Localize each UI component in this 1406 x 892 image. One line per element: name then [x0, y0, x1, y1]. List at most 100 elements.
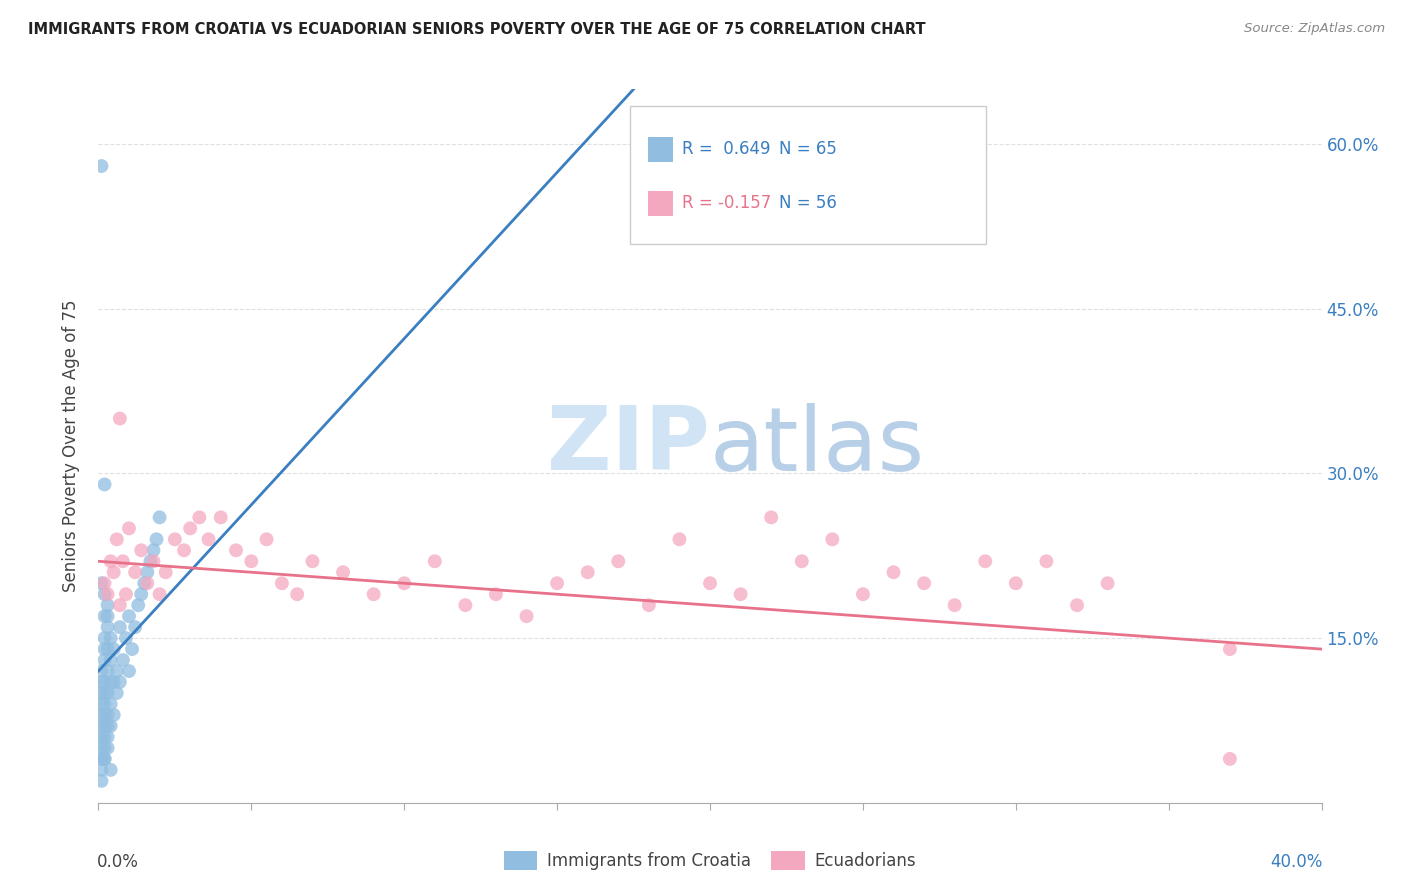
Point	[129, 543, 152, 558]
Point	[883, 566, 905, 580]
Point	[179, 521, 201, 535]
Point	[90, 576, 112, 591]
Point	[90, 719, 112, 733]
Point	[90, 708, 112, 723]
Point	[90, 675, 112, 690]
Point	[1219, 642, 1241, 657]
Point	[974, 554, 997, 568]
Point	[115, 631, 138, 645]
Point	[301, 554, 323, 568]
Point	[93, 740, 115, 755]
Point	[93, 642, 115, 657]
Point	[105, 664, 128, 678]
Point	[516, 609, 538, 624]
Point	[149, 510, 172, 524]
Point	[188, 510, 211, 524]
Point	[105, 686, 128, 700]
Point	[100, 763, 122, 777]
Point	[100, 675, 122, 690]
Point	[93, 752, 115, 766]
Point	[90, 740, 112, 755]
Point	[270, 576, 292, 591]
Point	[332, 566, 354, 580]
Point	[454, 598, 477, 612]
Point	[115, 587, 138, 601]
Point	[100, 653, 122, 667]
Point	[93, 587, 115, 601]
Point	[149, 587, 172, 601]
Point	[392, 576, 416, 591]
Point	[852, 587, 875, 601]
Point	[607, 554, 630, 568]
Point	[93, 752, 115, 766]
Point	[118, 664, 141, 678]
Point	[134, 576, 156, 591]
Point	[108, 598, 131, 612]
Text: atlas: atlas	[710, 402, 925, 490]
Point	[730, 587, 752, 601]
Point	[93, 708, 115, 723]
Point	[256, 533, 278, 547]
Point	[118, 521, 141, 535]
Point	[637, 598, 661, 612]
Point	[108, 620, 131, 634]
Point	[93, 719, 115, 733]
Point	[821, 533, 844, 547]
Point	[118, 609, 141, 624]
Point	[197, 533, 219, 547]
Text: IMMIGRANTS FROM CROATIA VS ECUADORIAN SENIORS POVERTY OVER THE AGE OF 75 CORRELA: IMMIGRANTS FROM CROATIA VS ECUADORIAN SE…	[28, 22, 925, 37]
Point	[943, 598, 966, 612]
Point	[93, 631, 115, 645]
Point	[127, 598, 149, 612]
Point	[97, 642, 120, 657]
Point	[136, 576, 159, 591]
Point	[90, 763, 112, 777]
Point	[97, 598, 120, 612]
Point	[90, 686, 112, 700]
Point	[100, 631, 122, 645]
Point	[90, 664, 112, 678]
Point	[105, 533, 128, 547]
Point	[668, 533, 690, 547]
Point	[912, 576, 935, 591]
Text: R =  0.649: R = 0.649	[682, 140, 770, 158]
Point	[90, 752, 112, 766]
Point	[93, 675, 115, 690]
Point	[103, 708, 125, 723]
Point	[108, 411, 131, 425]
Point	[93, 477, 115, 491]
Text: R = -0.157: R = -0.157	[682, 194, 770, 212]
Point	[100, 719, 122, 733]
Y-axis label: Seniors Poverty Over the Age of 75: Seniors Poverty Over the Age of 75	[62, 300, 80, 592]
Point	[1066, 598, 1088, 612]
Point	[97, 730, 120, 744]
Point	[142, 554, 165, 568]
Point	[163, 533, 186, 547]
Text: N = 56: N = 56	[779, 194, 837, 212]
Point	[111, 653, 134, 667]
Point	[121, 642, 143, 657]
Point	[1097, 576, 1119, 591]
Legend: Immigrants from Croatia, Ecuadorians: Immigrants from Croatia, Ecuadorians	[498, 844, 922, 877]
Text: 0.0%: 0.0%	[97, 853, 139, 871]
Point	[129, 587, 152, 601]
Point	[90, 697, 112, 711]
Point	[97, 686, 120, 700]
Point	[139, 554, 162, 568]
Point	[145, 533, 167, 547]
Point	[124, 620, 146, 634]
Point	[97, 719, 120, 733]
Point	[97, 740, 120, 755]
Point	[699, 576, 721, 591]
Point	[100, 554, 122, 568]
Point	[759, 510, 782, 524]
Point	[136, 566, 159, 580]
Point	[103, 675, 125, 690]
Point	[124, 566, 146, 580]
Point	[97, 609, 120, 624]
Point	[108, 675, 131, 690]
Point	[209, 510, 232, 524]
Point	[93, 576, 115, 591]
Point	[142, 543, 165, 558]
Point	[90, 730, 112, 744]
